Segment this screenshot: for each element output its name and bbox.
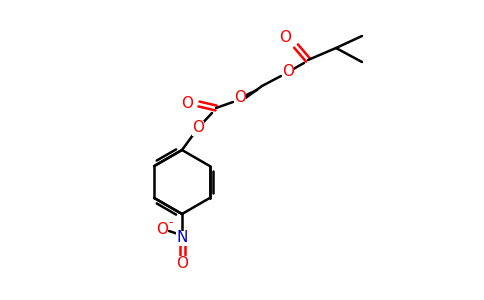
Text: O: O — [176, 256, 188, 271]
Text: O: O — [234, 91, 246, 106]
Text: O: O — [156, 221, 168, 236]
Text: O: O — [181, 97, 193, 112]
Text: -: - — [169, 217, 173, 230]
Text: O: O — [282, 64, 294, 80]
Text: O: O — [192, 121, 204, 136]
Text: O: O — [279, 29, 291, 44]
Text: N: N — [176, 230, 188, 245]
